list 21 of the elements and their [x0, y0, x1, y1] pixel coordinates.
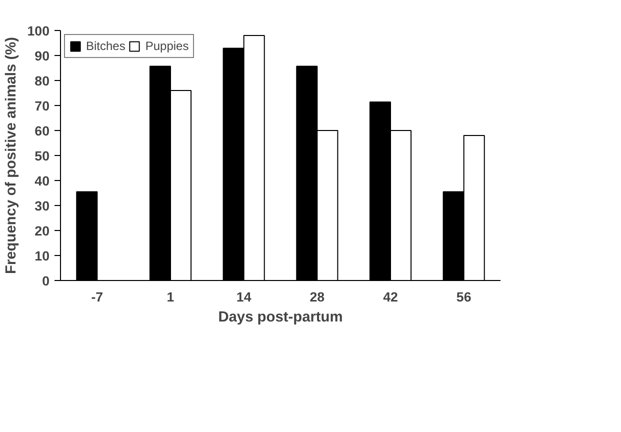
y-tick-label: 20 [34, 224, 50, 238]
y-tick-label: 50 [34, 148, 50, 164]
y-tick-label: 90 [34, 48, 50, 64]
y-tick-label: 30 [34, 198, 50, 214]
x-axis-title: Days post-partum [218, 310, 343, 326]
y-tick-label: 40 [34, 174, 50, 188]
x-tick-label: 1 [166, 290, 175, 304]
y-axis-title: Frequency of positive animals (%) [3, 36, 20, 274]
y-tick-label: 80 [34, 74, 50, 88]
x-tick-label: -7 [91, 290, 104, 304]
legend-label: Bitches [86, 39, 126, 53]
y-tick-label: 70 [34, 98, 50, 114]
y-tick-label: 0 [42, 274, 50, 288]
y-tick-label: 100 [27, 24, 50, 38]
y-tick-label: 60 [34, 124, 50, 138]
x-tick-label: 42 [383, 290, 398, 304]
x-tick-label: 14 [236, 290, 252, 304]
x-tick-label: 28 [310, 290, 325, 304]
x-tick-label: 56 [456, 290, 472, 304]
legend-label: Puppies [145, 39, 189, 53]
y-tick-label: 10 [34, 248, 50, 264]
